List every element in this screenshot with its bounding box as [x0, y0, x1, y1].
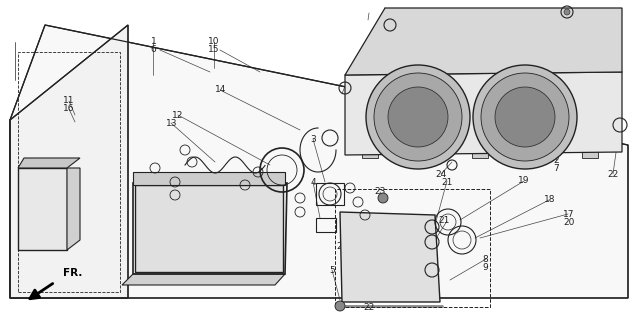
Text: 24: 24 [336, 242, 348, 251]
Bar [362, 150, 378, 158]
Text: 9: 9 [483, 263, 488, 272]
Polygon shape [345, 72, 622, 155]
Circle shape [473, 65, 577, 169]
Text: 23: 23 [374, 188, 386, 196]
Bar [472, 150, 488, 158]
Bar [335, 189, 490, 307]
Text: 21: 21 [438, 216, 450, 225]
Circle shape [366, 65, 470, 169]
Text: 15: 15 [208, 45, 220, 54]
Bar [137, 187, 281, 270]
Circle shape [378, 193, 388, 203]
Text: 7: 7 [553, 164, 558, 172]
Bar [582, 150, 598, 158]
Text: 2: 2 [553, 156, 558, 164]
Text: 19: 19 [518, 176, 530, 185]
Text: 22: 22 [608, 170, 619, 179]
Text: 16: 16 [63, 104, 75, 113]
Circle shape [374, 73, 462, 161]
Text: 17: 17 [563, 210, 574, 219]
Circle shape [495, 87, 555, 147]
Text: 24: 24 [435, 170, 447, 179]
Bar [316, 218, 336, 232]
Circle shape [564, 9, 570, 15]
Polygon shape [340, 212, 440, 302]
Text: 8: 8 [483, 255, 488, 264]
Text: 4: 4 [311, 178, 316, 187]
Circle shape [481, 73, 569, 161]
Text: 24: 24 [384, 287, 396, 296]
Polygon shape [18, 168, 67, 250]
Text: FR.: FR. [63, 268, 82, 278]
Polygon shape [10, 25, 628, 298]
Text: 10: 10 [208, 37, 220, 46]
Text: 20: 20 [563, 218, 574, 227]
Text: 21: 21 [442, 178, 453, 187]
Text: 18: 18 [544, 196, 555, 204]
Text: 6: 6 [151, 45, 156, 54]
Circle shape [335, 301, 345, 311]
Polygon shape [133, 172, 285, 185]
Polygon shape [10, 25, 128, 298]
Text: 3: 3 [311, 135, 316, 144]
Bar [316, 183, 344, 205]
Text: 12: 12 [172, 111, 183, 120]
Polygon shape [345, 8, 622, 75]
Polygon shape [122, 274, 285, 285]
Text: 1: 1 [151, 37, 156, 46]
Text: 22: 22 [364, 303, 375, 312]
Text: 11: 11 [63, 96, 75, 105]
Polygon shape [67, 168, 80, 250]
Circle shape [388, 87, 448, 147]
Polygon shape [135, 185, 283, 272]
Text: 13: 13 [166, 119, 177, 128]
Text: 5: 5 [330, 266, 335, 275]
Polygon shape [18, 158, 80, 168]
Text: 14: 14 [215, 85, 226, 94]
